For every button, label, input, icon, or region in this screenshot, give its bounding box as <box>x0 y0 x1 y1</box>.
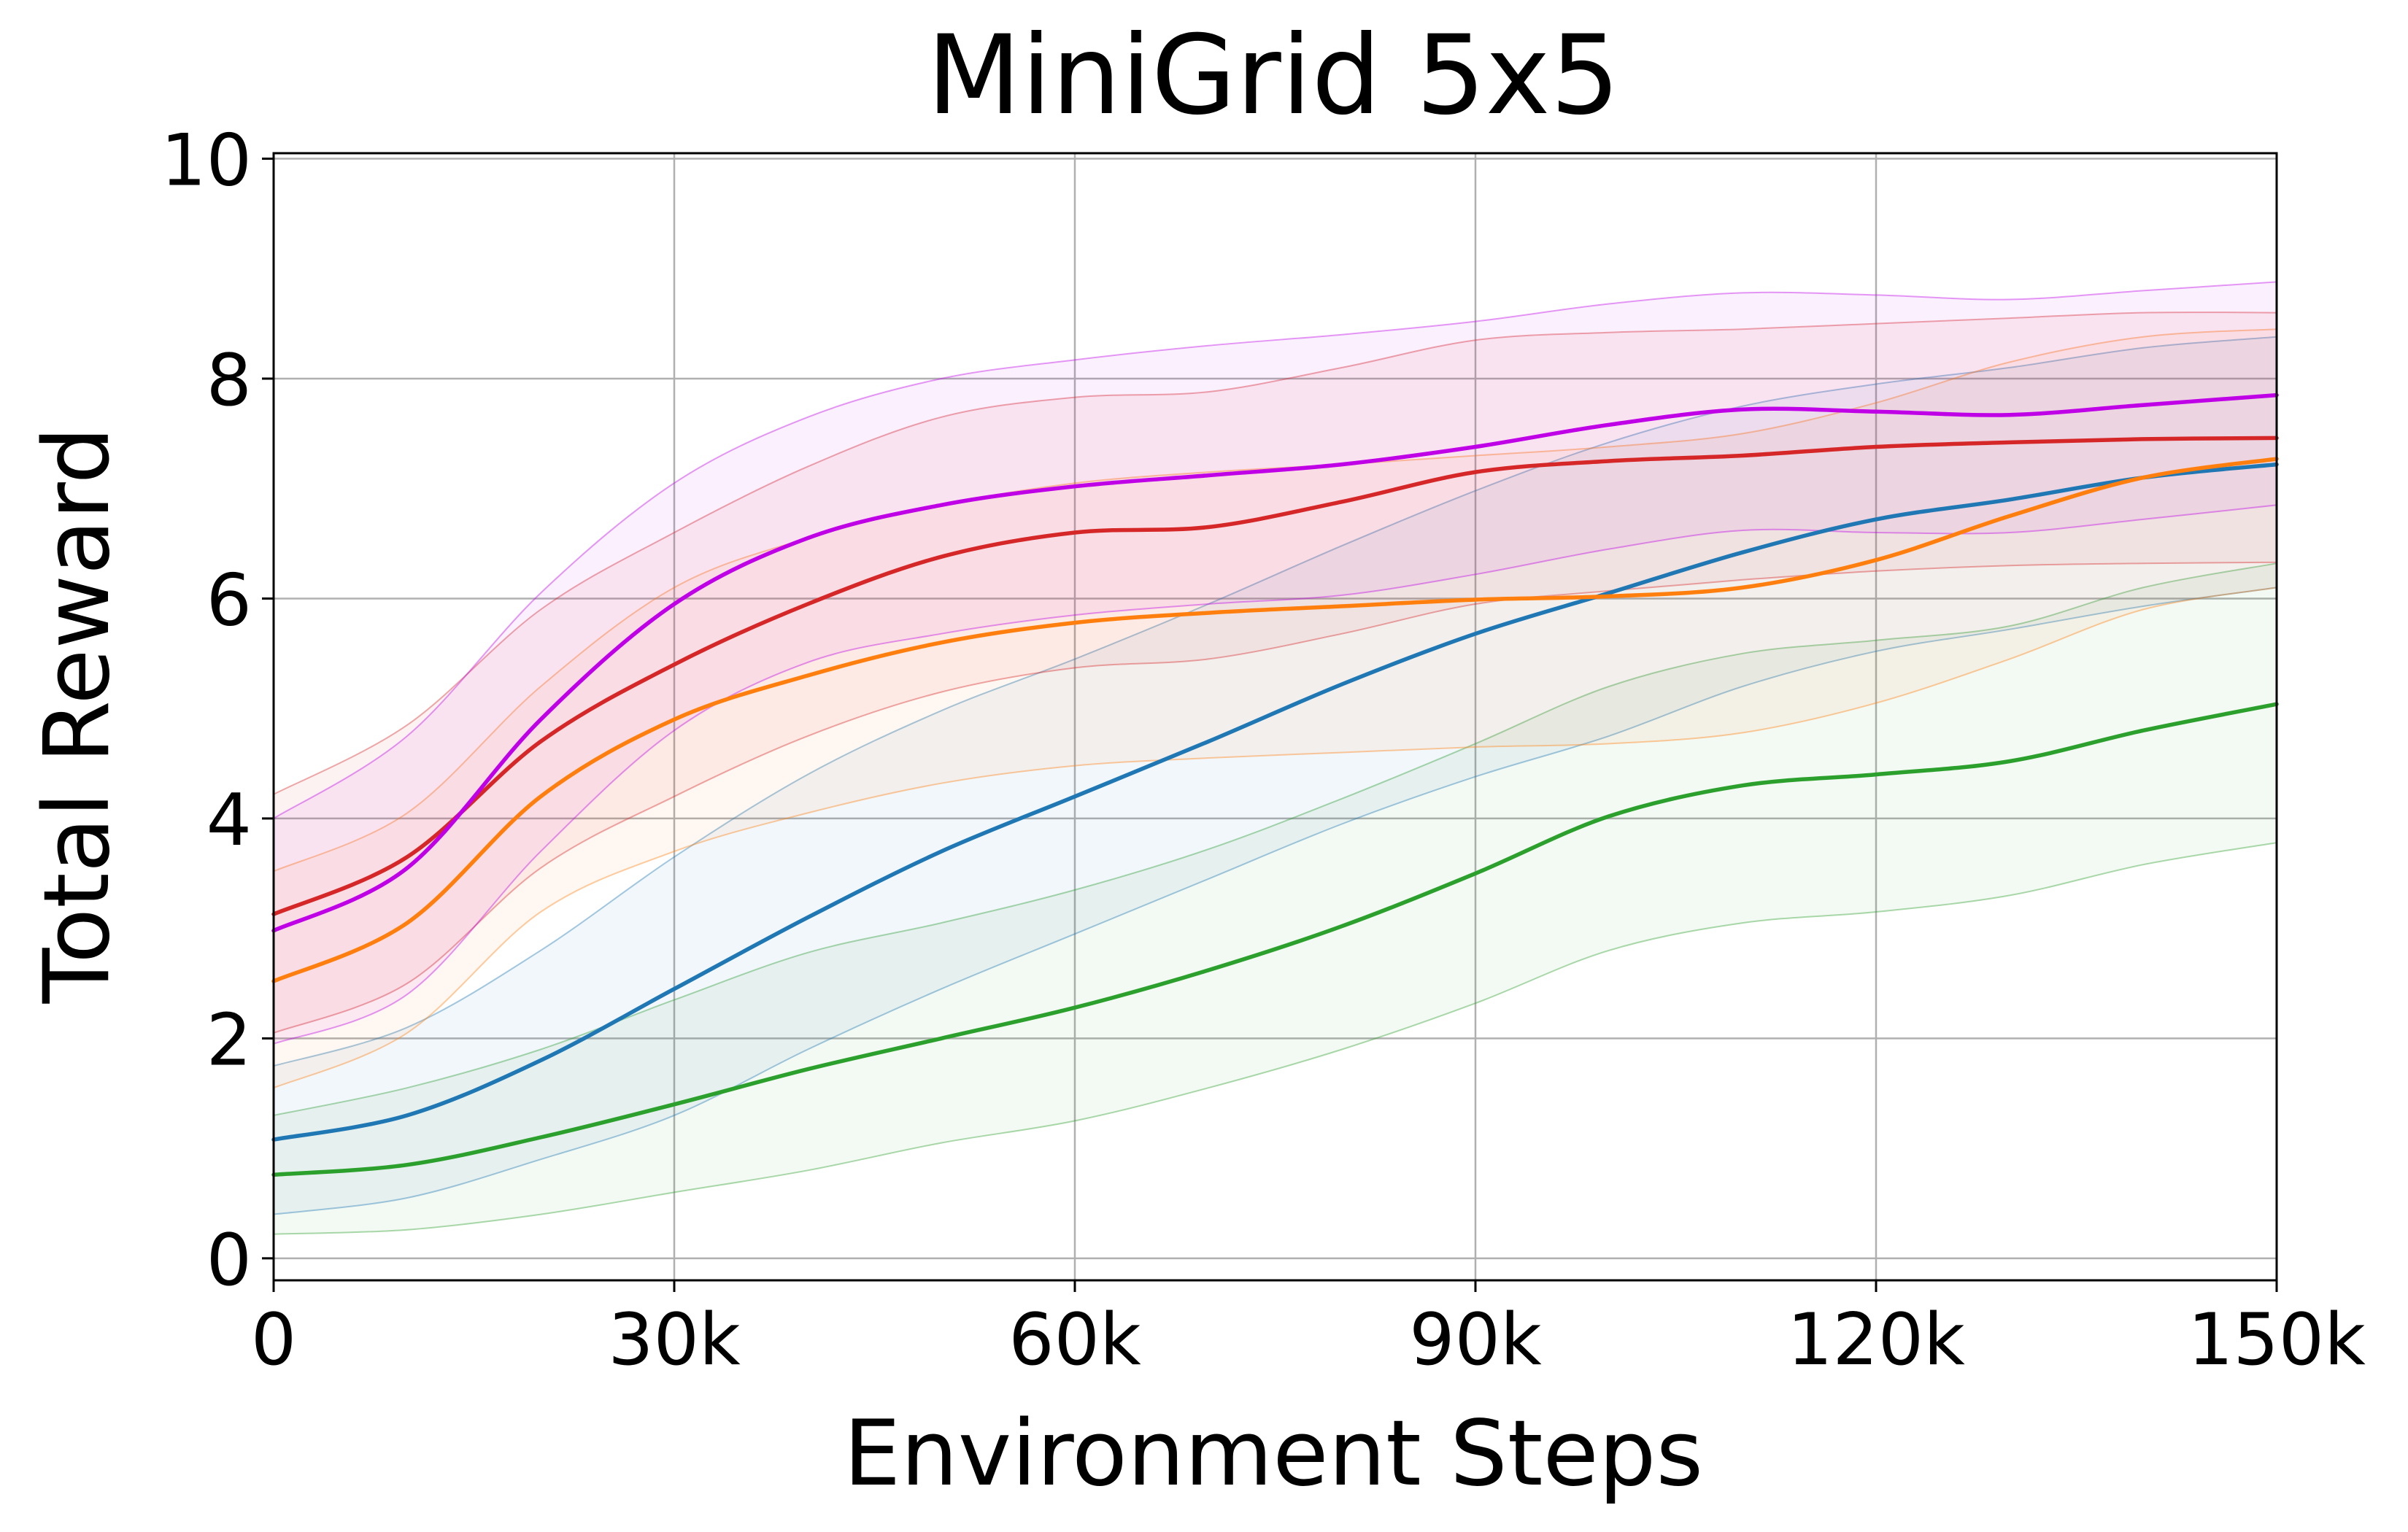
series-line <box>271 457 2279 983</box>
y-tick-label: 10 <box>161 120 252 203</box>
y-tick-label: 0 <box>207 1219 252 1302</box>
y-axis-ticks: 0 2 4 6 8 10 <box>161 120 274 1302</box>
y-tick-label: 2 <box>207 999 252 1082</box>
chart-title: MiniGrid 5x5 <box>927 12 1620 139</box>
y-tick-label: 8 <box>207 339 252 422</box>
series-line <box>271 436 2279 916</box>
series-line <box>271 392 2279 933</box>
x-tick-label: 60k <box>1008 1299 1141 1382</box>
y-tick-label: 6 <box>207 559 252 642</box>
series-lines <box>271 392 2279 1177</box>
gridlines <box>274 153 2277 1280</box>
x-tick-label: 30k <box>608 1299 741 1382</box>
x-tick-label: 150k <box>2188 1299 2366 1382</box>
x-axis-label: Environment Steps <box>844 1401 1703 1506</box>
plot-frame <box>272 152 2278 1282</box>
x-tick-label: 0 <box>251 1299 296 1382</box>
series-line <box>271 702 2279 1177</box>
x-tick-label: 120k <box>1787 1299 1965 1382</box>
y-tick-label: 4 <box>207 779 252 862</box>
x-tick-label: 90k <box>1409 1299 1542 1382</box>
confidence-bands <box>273 281 2277 1235</box>
x-axis-ticks: 0 30k 60k 90k 120k 150k <box>251 1280 2366 1382</box>
series-line <box>271 462 2279 1142</box>
y-axis-label: Total Reward <box>25 427 130 1005</box>
